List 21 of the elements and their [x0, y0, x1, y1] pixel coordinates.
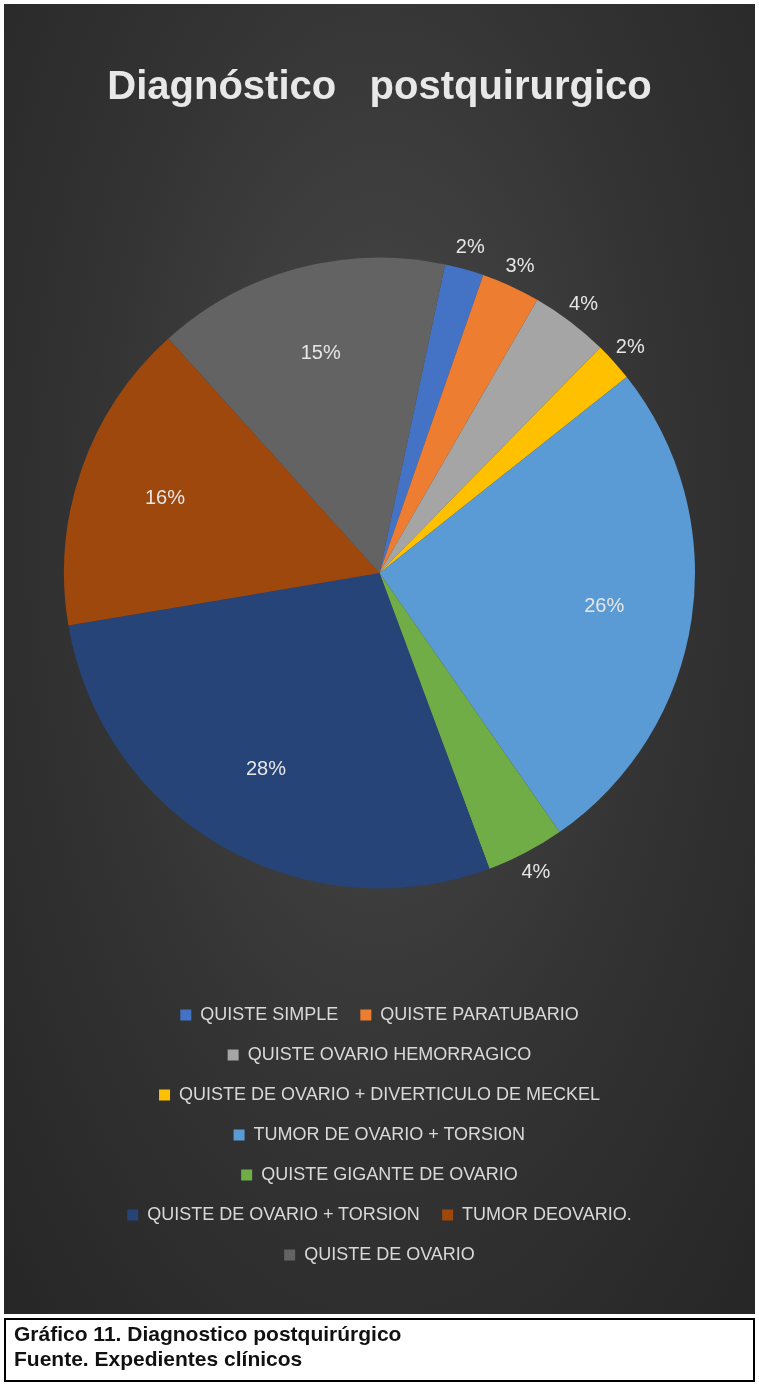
data-label: 15%: [300, 341, 341, 364]
data-label: 16%: [144, 485, 186, 508]
chart-title: Diagnóstico postquirurgico: [107, 63, 652, 108]
data-label: 3%: [505, 253, 535, 276]
legend-label: QUISTE DE OVARIO + TORSION: [147, 1203, 420, 1224]
data-label: 2%: [615, 334, 645, 357]
legend-label: QUISTE DE OVARIO: [304, 1243, 475, 1264]
data-label: 4%: [569, 291, 599, 314]
legend-label: TUMOR DE OVARIO + TORSION: [253, 1123, 526, 1144]
data-label: 2%: [455, 235, 485, 258]
legend-label: QUISTE PARATUBARIO: [380, 1003, 579, 1024]
legend-label: QUISTE OVARIO HEMORRAGICO: [247, 1043, 532, 1064]
legend-label: TUMOR DEOVARIO.: [462, 1203, 632, 1224]
data-label: 26%: [584, 593, 625, 616]
data-label: 28%: [245, 757, 287, 780]
legend-label: QUISTE GIGANTE DE OVARIO: [261, 1163, 518, 1184]
legend-label: QUISTE SIMPLE: [200, 1003, 339, 1024]
source-note: Fuente. Expedientes clínicos: [14, 1346, 304, 1371]
text: Gráfico 11. Diagnostico postquirúrgico: [14, 1321, 403, 1346]
data-label: 4%: [521, 859, 551, 882]
legend-label: QUISTE DE OVARIO + DIVERTICULO DE MECKEL: [179, 1083, 600, 1104]
